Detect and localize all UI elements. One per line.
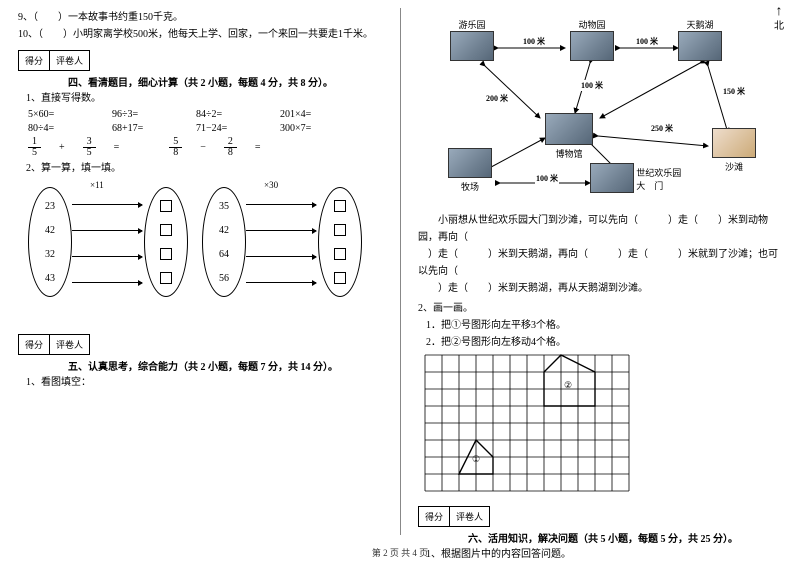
answer-box[interactable] [160,248,172,260]
map-node-museum: 博物馆 [545,113,593,160]
mult-label-1: ×11 [90,180,104,190]
eq-cell: 201×4= [280,109,342,120]
eq-cell: 96÷3= [112,109,174,120]
north-arrow-icon: ↑ [774,6,784,17]
oval-left-2: 35 42 64 56 [202,187,246,297]
oval-diagram: ×11 23 42 32 43 [28,182,382,302]
grader-label: 评卷人 [50,51,89,70]
oval-right-1 [144,187,188,297]
section-5-title: 五、认真思考，综合能力（共 2 小题，每题 7 分，共 14 分）。 [68,358,338,373]
answer-box[interactable] [334,224,346,236]
column-divider [400,8,401,535]
eq-cell: 84÷2= [196,109,258,120]
answer-box[interactable] [334,248,346,260]
s5q1-label: 1、看图填空： [26,375,382,390]
mult-label-2: ×30 [264,180,278,190]
answer-box[interactable] [334,272,346,284]
north-indicator: ↑ 北 [774,6,784,32]
section-4-title: 四、看清题目，细心计算（共 2 小题，每题 4 分，共 8 分）。 [68,74,333,89]
answer-box[interactable] [160,224,172,236]
map-node-gate: 世纪欢乐园大 门 [590,163,681,195]
section-6-title: 六、活用知识，解决问题（共 5 小题，每题 5 分，共 25 分）。 [468,530,738,545]
eq-cell: 71−24= [196,123,258,134]
question-10: 10、（ ）小明家离学校500米，他每天上学、回家，一个来回一共要走1千米。 [18,27,382,42]
s4q2-label: 2、算一算，填一填。 [26,161,382,176]
score-label: 得分 [19,51,50,70]
map-fill-text: 小丽想从世纪欢乐园大门到沙滩，可以先向（ ）走（ ）米到动物园，再向（ ）走（ … [418,212,782,297]
s5q2-sub1: 1．把①号图形向左平移3个格。 [426,318,782,333]
eq-cell: 300×7= [280,123,342,134]
eq-row-2: 80÷4= 68+17= 71−24= 300×7= [28,123,382,134]
oval-left-1: 23 42 32 43 [28,187,72,297]
fraction-row: 15 + 35 = 58 − 28 = [28,137,382,158]
s4q1-label: 1、直接写得数。 [26,91,382,106]
map-node-amuse: 游乐园 [450,18,494,63]
map-node-zoo: 动物园 [570,18,614,63]
park-map: 游乐园 动物园 天鹅湖 博物馆 牧场 沙滩 世纪欢乐园大 门 100 米 100… [430,8,770,208]
eq-cell: 80÷4= [28,123,90,134]
eq-cell: 5×60= [28,109,90,120]
s5q2-sub2: 2．把②号图形向左移动4个格。 [426,335,782,350]
eq-row-1: 5×60= 96÷3= 84÷2= 201×4= [28,109,382,120]
answer-box[interactable] [160,200,172,212]
map-node-ranch: 牧场 [448,148,492,193]
page-footer: 第 2 页 共 4 页 [0,546,800,559]
oval-right-2 [318,187,362,297]
grid-svg: ① ② [424,354,630,492]
map-node-beach: 沙滩 [712,128,756,173]
s5q2-label: 2、画一画。 [418,301,782,316]
translate-grid: ① ② [424,354,782,492]
answer-box[interactable] [334,200,346,212]
map-node-lake: 天鹅湖 [678,18,722,63]
answer-box[interactable] [160,272,172,284]
score-box-5: 得分 评卷人 五、认真思考，综合能力（共 2 小题，每题 7 分，共 14 分）… [18,328,382,373]
eq-cell: 68+17= [112,123,174,134]
score-box-6: 得分 评卷人 六、活用知识，解决问题（共 5 小题，每题 5 分，共 25 分）… [418,500,782,545]
score-box-4: 得分 评卷人 四、看清题目，细心计算（共 2 小题，每题 4 分，共 8 分）。 [18,44,382,89]
question-9: 9、（ ）一本故事书约重150千克。 [18,10,382,25]
shape-1-label: ① [472,454,480,464]
shape-2-label: ② [564,380,572,390]
